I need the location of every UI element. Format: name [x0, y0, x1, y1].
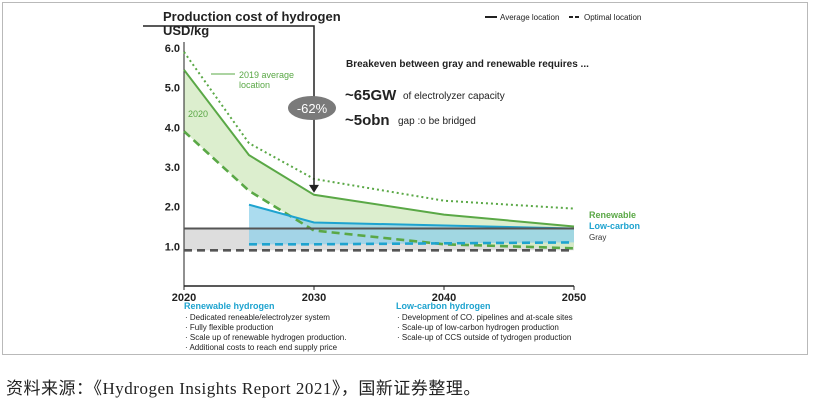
- legend-optimal-label: Optimal location: [584, 13, 641, 22]
- hydrogen-cost-chart: 1.0 2.0 3.0 4.0 5.0 6.0 2020 2030 2040 2050 -62% Pr…: [143, 9, 641, 352]
- x-tick-label: 2030: [302, 292, 326, 304]
- low-carbon-note-title: Low-carbon hydrogen: [396, 301, 491, 311]
- renewable-note-item: · Dedicated reneable/electrolyzer system: [185, 313, 330, 322]
- series-label-gray: Gray: [589, 233, 606, 242]
- series-line-2: [183, 130, 575, 250]
- low-carbon-range-area: [249, 204, 574, 245]
- series-label-low-carbon: Low-carbon: [589, 221, 640, 231]
- chart-title: Production cost of hydrogen: [163, 9, 341, 24]
- renewable-note-item: · Fully flexible production: [185, 323, 273, 332]
- series-line-1: [183, 69, 575, 228]
- bn-value: ~5obn: [345, 112, 390, 129]
- label-2019-line2: location: [239, 80, 270, 90]
- legend-average-label: Average location: [500, 13, 559, 22]
- label-2019-line1: 2019 average: [239, 70, 294, 80]
- x-tick-label: 2020: [172, 292, 196, 304]
- low-carbon-note-item: · Development of CO. pipelines and at-sc…: [397, 313, 573, 322]
- reduction-badge-text: -62%: [297, 101, 328, 116]
- renewable-note-item: · Additional costs to reach end supply p…: [185, 343, 338, 352]
- source-note: 资料来源：《Hydrogen Insights Report 2021》，国新证…: [6, 379, 481, 398]
- reduction-arrow-head: [309, 184, 319, 193]
- series-line-3: [248, 203, 575, 230]
- breakeven-title: Breakeven between gray and renewable req…: [346, 59, 589, 70]
- reduction-arrow-line: [143, 25, 315, 189]
- series-label-renewable: Renewable: [589, 210, 636, 220]
- y-tick-label: 1.0: [165, 241, 180, 253]
- gw-value: ~65GW: [345, 87, 397, 104]
- y-tick-label: 4.0: [165, 122, 180, 134]
- label-2020: 2020: [188, 109, 208, 119]
- bn-text: gap :o be bridged: [398, 116, 476, 127]
- y-axis-title: USD/kg: [163, 23, 209, 38]
- renewable-note-item: · Scale up of renewable hydrogen product…: [185, 333, 346, 342]
- renewable-range-area: [184, 69, 574, 249]
- x-tick-label: 2050: [562, 292, 586, 304]
- y-tick-label: 3.0: [165, 162, 180, 174]
- series-line-4: [249, 241, 575, 246]
- renewable-note-title: Renewable hydrogen: [184, 301, 275, 311]
- gw-text: of electrolyzer capacity: [403, 91, 505, 102]
- low-carbon-note-item: · Scale-up of CCS outside of tydrogen pr…: [397, 333, 571, 342]
- chart-frame: 1.0 2.0 3.0 4.0 5.0 6.0 2020 2030 2040 2050 -62% Pr…: [2, 2, 808, 355]
- y-tick-label: 5.0: [165, 83, 180, 95]
- y-tick-label: 2.0: [165, 202, 180, 214]
- y-tick-label: 6.0: [165, 43, 180, 55]
- reduction-badge: [288, 96, 336, 120]
- low-carbon-note-item: · Scale-up of low-carbon hydrogen produc…: [397, 323, 559, 332]
- x-tick-label: 2040: [432, 292, 456, 304]
